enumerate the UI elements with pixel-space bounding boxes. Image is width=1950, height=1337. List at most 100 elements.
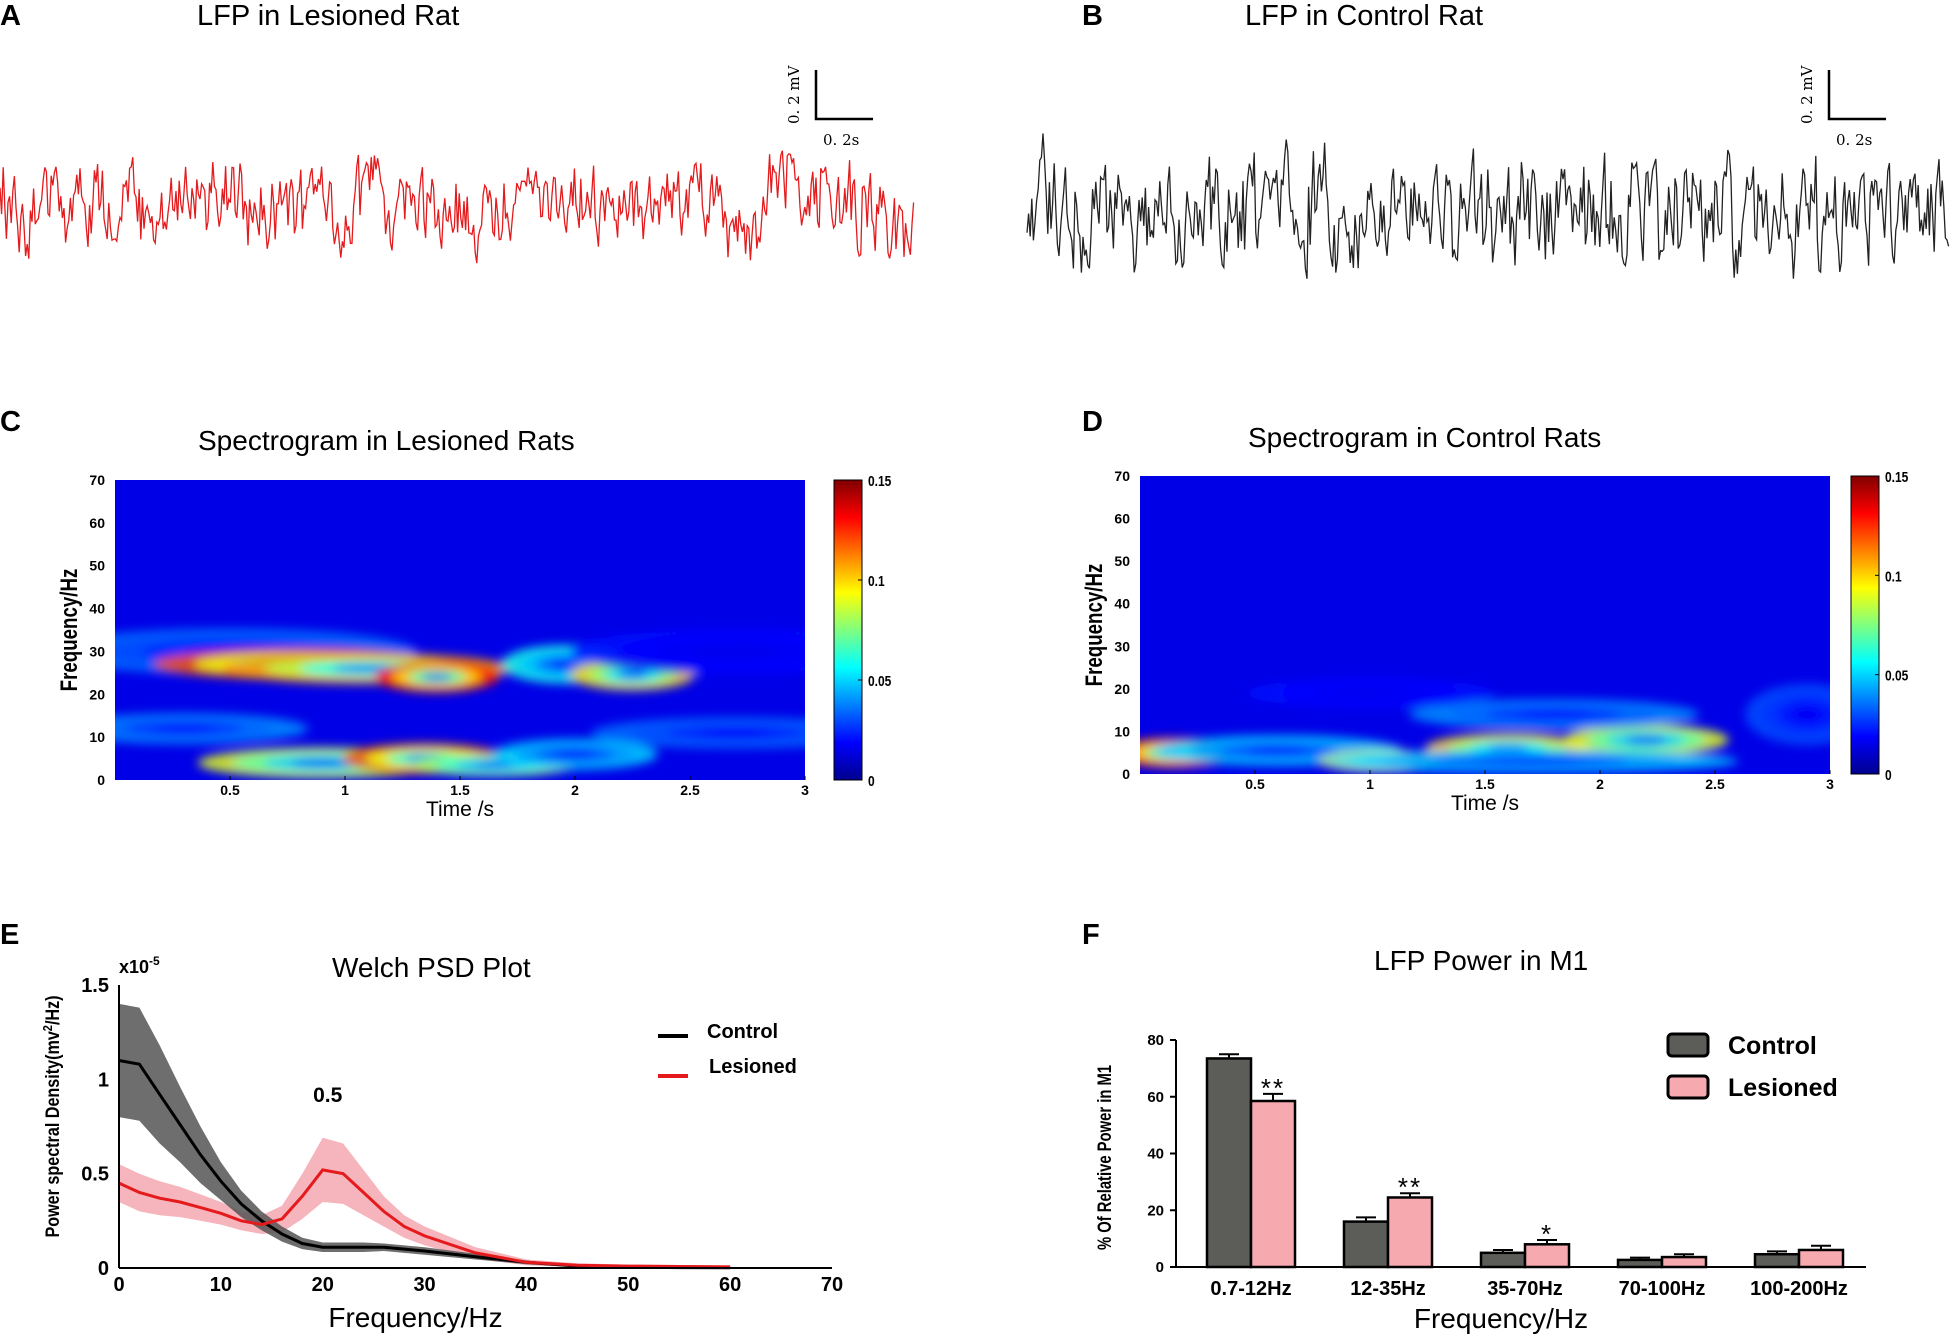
psd-sem-band-lesioned [119, 1137, 731, 1268]
bar-y-label: % Of Relative Power in M1 [1094, 1065, 1115, 1250]
panel-a-title: LFP in Lesioned Rat [197, 0, 459, 32]
bar-category-label: 35-70Hz [1487, 1278, 1563, 1300]
bar-category-label: 100-200Hz [1750, 1278, 1848, 1300]
panel-a-lfp-lesioned: A LFP in Lesioned Rat 0. 2 mV 0. 2s [0, 0, 915, 264]
spectrogram-y-tick-label: 20 [89, 686, 105, 702]
bar-legend-label-lesioned: Lesioned [1728, 1074, 1838, 1102]
spectrogram-hotspot [1246, 746, 1310, 755]
panel-d-letter: D [1082, 406, 1103, 438]
spectrogram-y-tick-label: 60 [1114, 511, 1130, 527]
psd-x-tick-label: 10 [210, 1274, 232, 1296]
spectrogram-hotspot [1625, 736, 1667, 744]
colorbar-tick-label: 0 [1885, 767, 1892, 784]
panel-a-time-label: 0. 2s [823, 131, 859, 149]
spectrogram-hotspots [1140, 677, 1830, 773]
bar-legend-swatch-control [1666, 1032, 1710, 1058]
spectrogram-y-tick-label: 0 [1122, 766, 1130, 782]
bar-y-tick-label: 80 [1147, 1032, 1164, 1049]
spectrogram-hotspot [290, 759, 354, 767]
psd-x-tick-label: 60 [719, 1274, 741, 1296]
bar-x-label: Frequency/Hz [1414, 1303, 1588, 1334]
spectrogram-x-tick-label: 0.5 [220, 782, 240, 798]
psd-y-label: Power spectral Density(mv2/Hz) [40, 995, 63, 1237]
psd-y-tick-label: 1 [98, 1069, 109, 1091]
spectrogram-x-tick-label: 2 [571, 782, 579, 798]
panel-e-letter: E [0, 919, 19, 951]
psd-x-tick-label: 20 [312, 1274, 334, 1296]
psd-y-tick-label: 0 [98, 1258, 109, 1280]
bar-lesioned [1249, 1099, 1297, 1269]
colorbar-tick-label: 0.15 [1885, 469, 1909, 486]
spectrogram-control: 0 10 20 30 40 50 60 70 0.5 1 1.5 2 2.5 3 Time /s Freque… [1081, 468, 1909, 815]
colorbar-tick-label: 0 [868, 773, 875, 790]
lfp-trace-lesioned [0, 150, 915, 264]
spectrogram-y-label: Frequency/Hz [56, 569, 83, 692]
bar-control [1479, 1251, 1527, 1269]
panel-f-lfp-power: F LFP Power in M1 0 20 40 60 80 ** 0.7-12Hz ** 1… [1082, 919, 1866, 1334]
bar-lesioned [1386, 1196, 1434, 1269]
bar-category-label: 0.7-12Hz [1210, 1278, 1291, 1300]
bar-lesioned [1797, 1248, 1845, 1269]
panel-b-amp-label: 0. 2 mV [1798, 64, 1816, 124]
spectrogram-hotspot [699, 729, 773, 737]
psd-chart: 0 10 20 30 40 50 60 70 0 0.5 1 1.5 x10-5 Frequency/Hz… [40, 954, 843, 1333]
psd-x-tick-label: 0 [113, 1274, 124, 1296]
spectrogram-x-tick-label: 3 [1826, 776, 1834, 792]
psd-y-label-tail: /Hz) [42, 995, 64, 1025]
bar-y-tick-label: 0 [1156, 1259, 1164, 1276]
spectrogram-x-label: Time /s [1451, 792, 1519, 815]
spectrogram-y-tick-label: 20 [1114, 681, 1130, 697]
spectrogram-hotspot [1791, 706, 1823, 723]
spectrogram-y-tick-label: 70 [1114, 468, 1130, 484]
panel-a-scale-bar: 0. 2 mV 0. 2s [785, 64, 873, 149]
bar-control [1342, 1220, 1390, 1269]
psd-y-multiplier-exp: -5 [149, 954, 160, 968]
bar-significance-marker: ** [1398, 1172, 1422, 1202]
bar-y-tick-label: 60 [1147, 1089, 1164, 1106]
spectrogram-hotspots [115, 628, 805, 779]
colorbar [1850, 475, 1880, 775]
bar-y-tick-label: 40 [1147, 1146, 1164, 1163]
psd-x-label: Frequency/Hz [328, 1302, 502, 1333]
spectrogram-x-tick-label: 1 [341, 782, 349, 798]
spectrogram-hotspot [547, 659, 580, 670]
spectrogram-x-tick-label: 3 [801, 782, 809, 798]
colorbar-tick-label: 0.15 [868, 473, 892, 490]
spectrogram-y-tick-label: 50 [1114, 553, 1130, 569]
panel-d-title: Spectrogram in Control Rats [1248, 422, 1601, 453]
panel-e-title: Welch PSD Plot [332, 952, 531, 983]
spectrogram-hotspot [473, 762, 516, 768]
bar-control [1753, 1252, 1801, 1269]
bar-lesioned [1523, 1243, 1571, 1269]
panel-b-letter: B [1082, 0, 1103, 32]
spectrogram-hotspot [1338, 689, 1402, 697]
spectrogram-y-tick-label: 30 [89, 643, 105, 659]
psd-legend-label-lesioned: Lesioned [709, 1056, 797, 1078]
spectrogram-x-tick-label: 1.5 [450, 782, 470, 798]
spectrogram-x-tick-label: 1.5 [1475, 776, 1495, 792]
bar-significance-marker: ** [1261, 1073, 1285, 1103]
psd-y-tick-label: 1.5 [81, 975, 109, 997]
bar-control [1205, 1057, 1253, 1269]
panel-f-letter: F [1082, 919, 1100, 951]
spectrogram-x-label: Time /s [426, 798, 494, 821]
psd-y-label-sup: 2 [40, 1025, 55, 1031]
colorbar-tick-label: 0.1 [868, 573, 885, 590]
spectrogram-y-tick-label: 10 [1114, 723, 1130, 739]
spectrogram-background [1140, 476, 1830, 774]
psd-peak-annotation: 0.5 [313, 1084, 343, 1107]
spectrogram-y-tick-label: 30 [1114, 638, 1130, 654]
panel-b-title: LFP in Control Rat [1245, 0, 1483, 32]
panel-a-letter: A [0, 0, 21, 32]
spectrogram-x-tick-label: 2.5 [680, 782, 700, 798]
spectrogram-y-tick-label: 70 [89, 472, 105, 488]
colorbar [833, 479, 863, 781]
panel-b-lfp-control: B LFP in Control Rat 0. 2 mV 0. 2s [1026, 0, 1950, 279]
psd-x-tick-label: 30 [413, 1274, 435, 1296]
spectrogram-hotspot [421, 673, 453, 682]
spectrogram-lesioned: 0 10 20 30 40 50 60 70 0.5 1 1.5 2 2.5 3 Time /s Freque… [56, 472, 892, 821]
spectrogram-x-tick-label: 0.5 [1245, 776, 1265, 792]
psd-line-lesioned [118, 1168, 731, 1269]
bar-category-label: 70-100Hz [1619, 1278, 1706, 1300]
spectrogram-plot-area [1140, 476, 1830, 774]
